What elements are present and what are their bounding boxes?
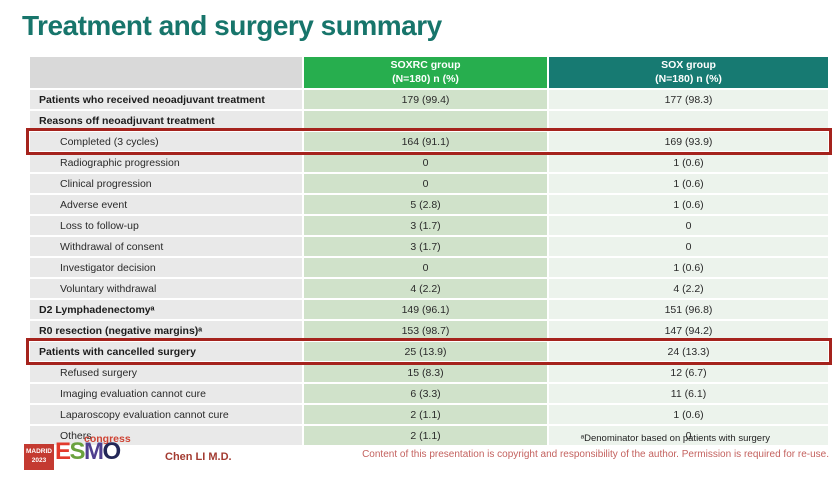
soxrc-value: 15 (8.3) — [304, 363, 547, 382]
badge-city: MADRID — [26, 448, 52, 456]
table-row: Laparoscopy evaluation cannot cure 2 (1.… — [30, 405, 828, 424]
congress-label: congress — [84, 433, 131, 445]
table-row: Completed (3 cycles) 164 (91.1) 169 (93.… — [26, 128, 832, 155]
sox-value: 12 (6.7) — [549, 363, 828, 382]
sox-value: 24 (13.3) — [549, 342, 828, 361]
soxrc-value: 0 — [304, 258, 547, 277]
soxrc-value — [304, 111, 547, 130]
soxrc-value: 6 (3.3) — [304, 384, 547, 403]
table-row: Voluntary withdrawal 4 (2.2) 4 (2.2) — [30, 279, 828, 298]
soxrc-value: 179 (99.4) — [304, 90, 547, 109]
soxrc-value: 164 (91.1) — [304, 132, 547, 151]
sox-value: 169 (93.9) — [549, 132, 828, 151]
table-row: R0 resection (negative margins)ᵃ 153 (98… — [30, 321, 828, 340]
sox-value: 1 (0.6) — [549, 153, 828, 172]
denominator-footnote: ᵃDenominator based on patients with surg… — [580, 433, 770, 444]
table-row: Patients who received neoadjuvant treatm… — [30, 90, 828, 109]
header-sox-line1: SOX group — [661, 59, 716, 72]
badge-year: 2023 — [31, 457, 47, 464]
table-row: Patients with cancelled surgery 25 (13.9… — [26, 338, 832, 365]
row-label: Others — [30, 426, 302, 445]
soxrc-value: 3 (1.7) — [304, 237, 547, 256]
soxrc-value: 0 — [304, 174, 547, 193]
author-credit: Chen LI M.D. — [165, 451, 232, 463]
table-row: Loss to follow-up 3 (1.7) 0 — [30, 216, 828, 235]
sox-value — [549, 111, 828, 130]
sox-value: 0 — [549, 216, 828, 235]
esmo-logo: ESMO — [55, 438, 122, 465]
row-label: Patients with cancelled surgery — [30, 342, 302, 361]
soxrc-value: 149 (96.1) — [304, 300, 547, 319]
soxrc-value: 153 (98.7) — [304, 321, 547, 340]
row-label: D2 Lymphadenectomyᵃ — [30, 300, 302, 319]
row-label: Clinical progression — [30, 174, 302, 193]
sox-value: 1 (0.6) — [549, 174, 828, 193]
row-label: Laparoscopy evaluation cannot cure — [30, 405, 302, 424]
sox-value: 1 (0.6) — [549, 195, 828, 214]
sox-value: 0 — [549, 426, 828, 445]
table-row: D2 Lymphadenectomyᵃ 149 (96.1) 151 (96.8… — [30, 300, 828, 319]
sox-value: 151 (96.8) — [549, 300, 828, 319]
table-row: Clinical progression 0 1 (0.6) — [30, 174, 828, 193]
sox-value: 177 (98.3) — [549, 90, 828, 109]
table-row: Refused surgery 15 (8.3) 12 (6.7) — [30, 363, 828, 382]
sox-value: 147 (94.2) — [549, 321, 828, 340]
header-soxrc-line2: (N=180) n (%) — [392, 72, 459, 85]
esmo-letter: M — [84, 438, 104, 465]
table-row: Adverse event 5 (2.8) 1 (0.6) — [30, 195, 828, 214]
header-soxrc-group: SOXRC group (N=180) n (%) — [304, 57, 547, 88]
header-sox-line2: (N=180) n (%) — [655, 72, 722, 85]
esmo-letter: S — [69, 438, 86, 465]
header-soxrc-line1: SOXRC group — [390, 59, 461, 72]
row-label: Loss to follow-up — [30, 216, 302, 235]
row-label: Adverse event — [30, 195, 302, 214]
esmo-letter: O — [102, 438, 122, 465]
soxrc-value: 0 — [304, 153, 547, 172]
row-label: Refused surgery — [30, 363, 302, 382]
table-row: Reasons off neoadjuvant treatment — [30, 111, 828, 130]
table-row: Others 2 (1.1) 0 — [30, 426, 828, 445]
row-label: Imaging evaluation cannot cure — [30, 384, 302, 403]
table-row: Imaging evaluation cannot cure 6 (3.3) 1… — [30, 384, 828, 403]
row-label: Patients who received neoadjuvant treatm… — [30, 90, 302, 109]
table-header-row: SOXRC group (N=180) n (%) SOX group (N=1… — [30, 57, 828, 88]
page-title: Treatment and surgery summary — [22, 10, 442, 41]
copyright-notice: Content of this presentation is copyrigh… — [362, 449, 829, 460]
soxrc-value: 5 (2.8) — [304, 195, 547, 214]
row-label: Withdrawal of consent — [30, 237, 302, 256]
row-label: Investigator decision — [30, 258, 302, 277]
sox-value: 1 (0.6) — [549, 258, 828, 277]
sox-value: 1 (0.6) — [549, 405, 828, 424]
row-label: R0 resection (negative margins)ᵃ — [30, 321, 302, 340]
header-label-cell — [30, 57, 302, 88]
summary-table: SOXRC group (N=180) n (%) SOX group (N=1… — [26, 57, 832, 447]
row-label: Completed (3 cycles) — [30, 132, 302, 151]
sox-value: 0 — [549, 237, 828, 256]
soxrc-value: 2 (1.1) — [304, 405, 547, 424]
header-sox-group: SOX group (N=180) n (%) — [549, 57, 828, 88]
sox-value: 11 (6.1) — [549, 384, 828, 403]
soxrc-value: 3 (1.7) — [304, 216, 547, 235]
table-row: Withdrawal of consent 3 (1.7) 0 — [30, 237, 828, 256]
table-row: Radiographic progression 0 1 (0.6) — [30, 153, 828, 172]
esmo-letter: E — [55, 438, 71, 465]
soxrc-value: 2 (1.1) — [304, 426, 547, 445]
table-body: Patients who received neoadjuvant treatm… — [26, 90, 832, 445]
soxrc-value: 4 (2.2) — [304, 279, 547, 298]
esmo-madrid-2023-badge: MADRID 2023 — [24, 444, 54, 470]
row-label: Radiographic progression — [30, 153, 302, 172]
soxrc-value: 25 (13.9) — [304, 342, 547, 361]
table-row: Investigator decision 0 1 (0.6) — [30, 258, 828, 277]
row-label: Voluntary withdrawal — [30, 279, 302, 298]
row-label: Reasons off neoadjuvant treatment — [30, 111, 302, 130]
sox-value: 4 (2.2) — [549, 279, 828, 298]
